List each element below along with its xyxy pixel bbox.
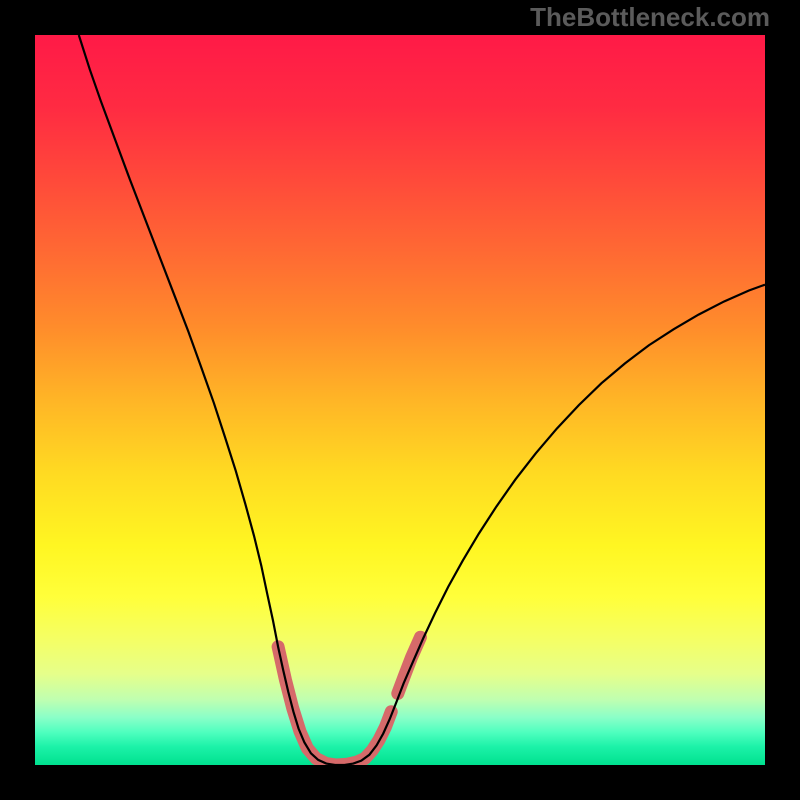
plot-area <box>35 35 765 765</box>
highlight-segment-1 <box>398 637 421 693</box>
chart-root: TheBottleneck.com <box>0 0 800 800</box>
bottleneck-curve <box>35 35 765 765</box>
bottleneck-curve-path <box>79 35 765 765</box>
watermark-text: TheBottleneck.com <box>530 2 770 33</box>
